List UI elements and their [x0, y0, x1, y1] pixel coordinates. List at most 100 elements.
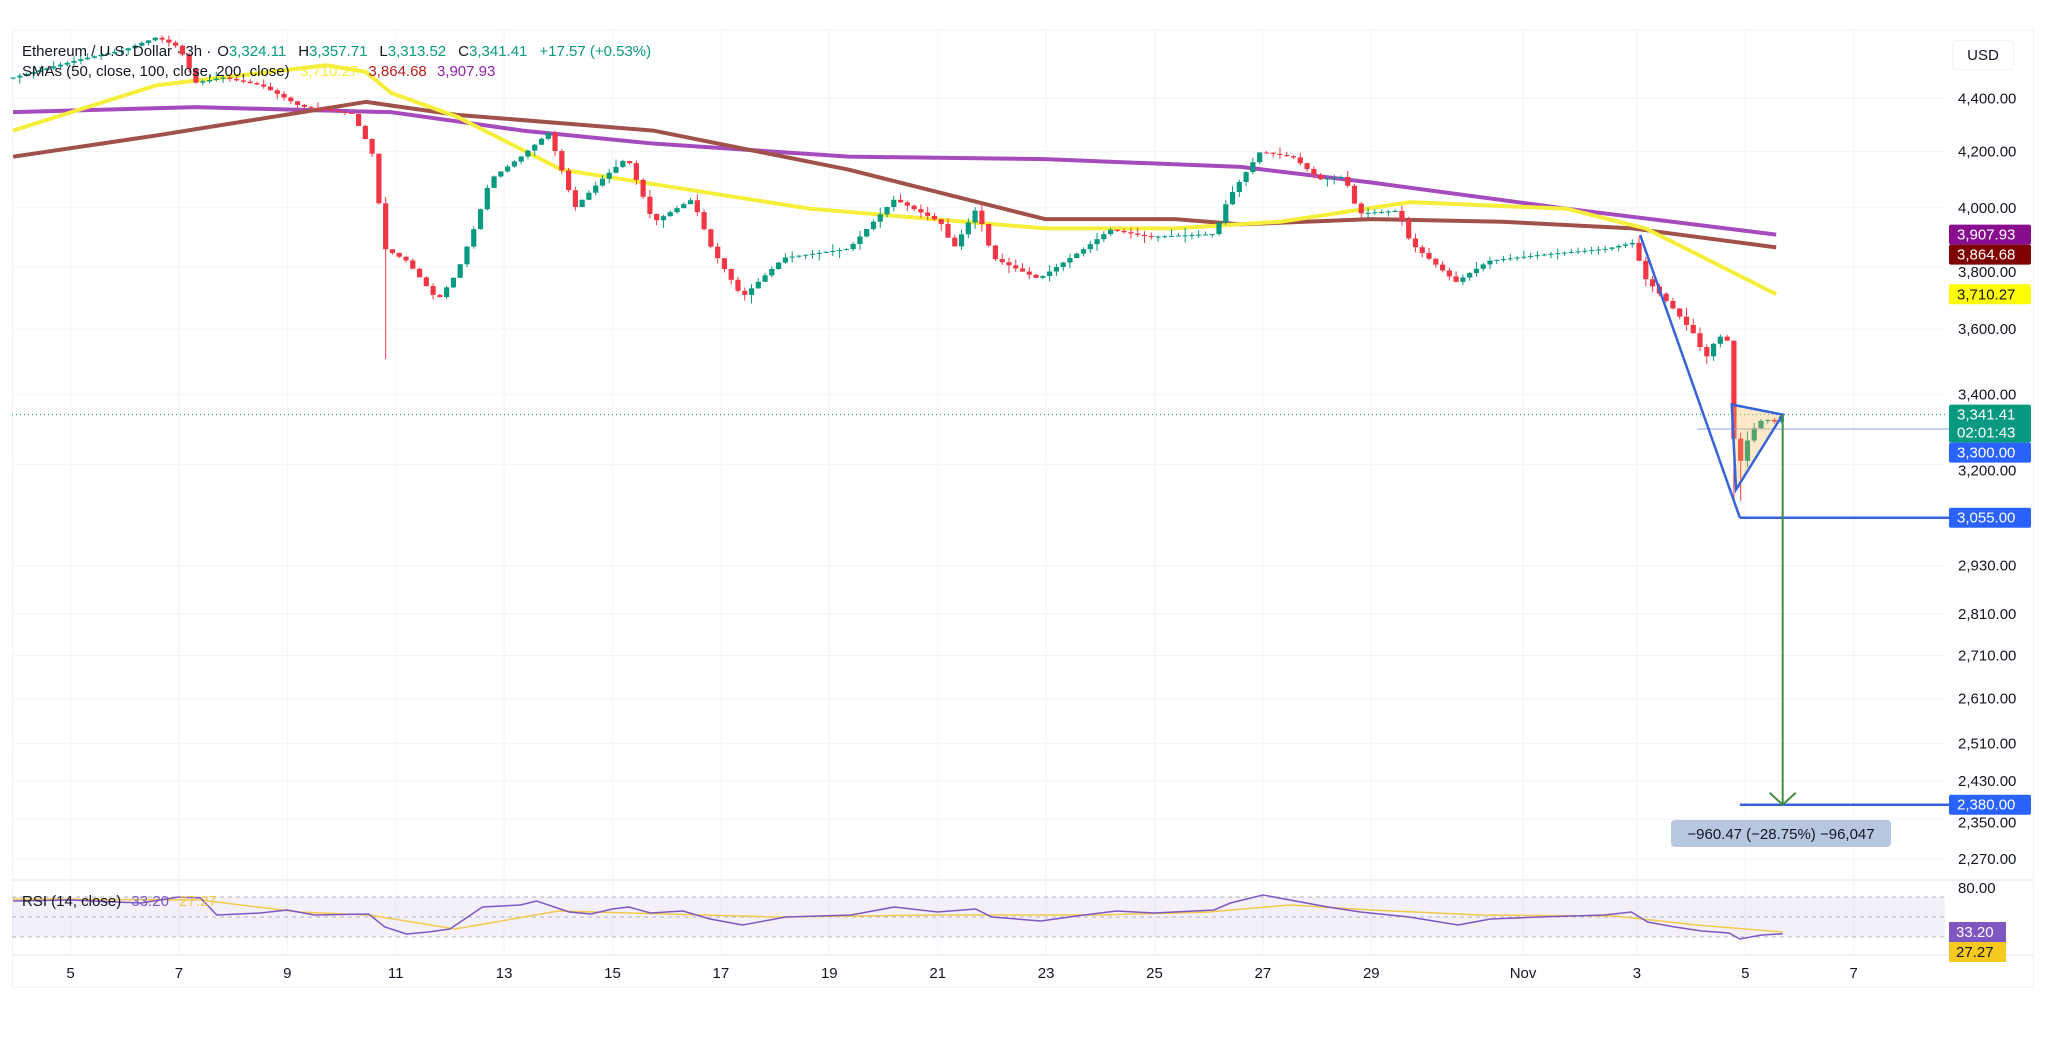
candle-body [958, 234, 965, 247]
candle-body [796, 255, 802, 257]
candle-body [240, 80, 246, 82]
candle-body [1168, 235, 1175, 237]
candle-body [1616, 245, 1622, 248]
candle-body [1358, 203, 1364, 214]
candle-body [681, 204, 687, 209]
price-axis-label: 2,810.00 [1958, 606, 2016, 623]
chart-container[interactable] [12, 30, 2034, 988]
candle-body [1155, 236, 1161, 238]
candle-body [1284, 155, 1290, 157]
candle-body [986, 223, 992, 246]
candle-body [545, 132, 551, 139]
time-axis-label: 27 [1255, 965, 1272, 982]
candle-body [1047, 271, 1053, 277]
candle-body [1426, 252, 1432, 259]
candle-body [1548, 253, 1554, 255]
candle-body [1738, 438, 1744, 461]
candle-body [1561, 252, 1568, 254]
candle-body [437, 294, 443, 298]
candle-body [152, 37, 158, 41]
candle-body [687, 200, 694, 205]
candle-body [776, 262, 782, 269]
rsi-line [13, 894, 1783, 940]
candle-body [1521, 256, 1527, 258]
price-axis-label: 2,270.00 [1958, 851, 2016, 868]
candle-body [843, 249, 849, 251]
candle-body [1331, 177, 1337, 179]
price-label: 3,907.93 [1957, 227, 2015, 244]
time-axis-label: 11 [388, 965, 404, 982]
candle-body [1006, 262, 1012, 266]
candle-body [247, 81, 253, 84]
candle-body [288, 97, 294, 102]
sma200-line [12, 105, 1777, 237]
candle-body [1324, 178, 1330, 180]
candle-body [1080, 249, 1087, 254]
candle-body [1067, 258, 1073, 263]
candle-body [112, 51, 118, 54]
price-axis-label: 3,400.00 [1958, 387, 2016, 404]
candle-body [1683, 316, 1690, 325]
candle-body [1744, 440, 1751, 461]
candle-body [159, 37, 165, 40]
candle-body [1209, 234, 1215, 236]
candle-body [186, 54, 192, 69]
candle-body [1290, 156, 1297, 158]
candle-body [735, 279, 741, 291]
candle-body [1304, 163, 1310, 169]
rsi-legend[interactable]: RSI (14, close) 33.20 27.27 [22, 893, 223, 910]
candle-body [10, 77, 16, 79]
candle-body [193, 68, 199, 83]
candle-body [71, 60, 77, 63]
price-label-box [1949, 244, 2031, 265]
candle-body [1229, 191, 1236, 205]
candle-body [234, 79, 240, 81]
candle-body [471, 229, 477, 247]
candle-body [1318, 174, 1324, 180]
sma-legend[interactable]: SMAs (50, close, 100, close, 200, close)… [22, 63, 501, 80]
candle-body [1636, 242, 1642, 261]
candle-body [1182, 235, 1188, 237]
candle-body [667, 212, 673, 217]
high-label: H [298, 43, 310, 60]
candle-body [823, 251, 829, 253]
candle-body [1589, 250, 1595, 252]
close-label: C [458, 43, 469, 60]
candle-body [328, 109, 335, 111]
candle-body [1643, 260, 1649, 280]
candle-body [559, 151, 565, 171]
candle-body [1690, 324, 1696, 334]
candle-body [1697, 333, 1703, 348]
candle-body [1663, 293, 1669, 301]
candle-body [1338, 177, 1344, 179]
open-value: 3,324.11 [228, 43, 287, 60]
candle-body [179, 45, 186, 55]
currency-button[interactable]: USD [1952, 40, 2014, 70]
candle-body [1717, 336, 1723, 344]
candle-body [789, 256, 795, 258]
candle-body [118, 50, 125, 52]
candle-body [457, 264, 463, 278]
candle-body [1670, 300, 1676, 309]
countdown-label: 02:01:43 [1957, 425, 2015, 442]
candle-body [931, 215, 938, 220]
price-axis-label: 4,000.00 [1958, 200, 2016, 217]
candle-body [518, 156, 524, 162]
candle-body [1555, 253, 1561, 255]
candle-body [1453, 276, 1459, 282]
time-axis-label: 19 [821, 965, 838, 982]
candle-body [403, 256, 409, 261]
candle-body [1385, 211, 1391, 213]
sma50-value: 3,710.27 [299, 63, 359, 80]
candle-body [362, 125, 368, 140]
time-axis-label: 29 [1363, 965, 1380, 982]
candle-body [416, 268, 423, 278]
candle-body [1649, 279, 1656, 287]
candle-body [301, 104, 307, 107]
candle-body [1250, 162, 1256, 173]
candle-body [84, 57, 91, 60]
candle-body [911, 205, 917, 210]
candle-body [1622, 244, 1629, 246]
candle-body [1602, 248, 1608, 250]
